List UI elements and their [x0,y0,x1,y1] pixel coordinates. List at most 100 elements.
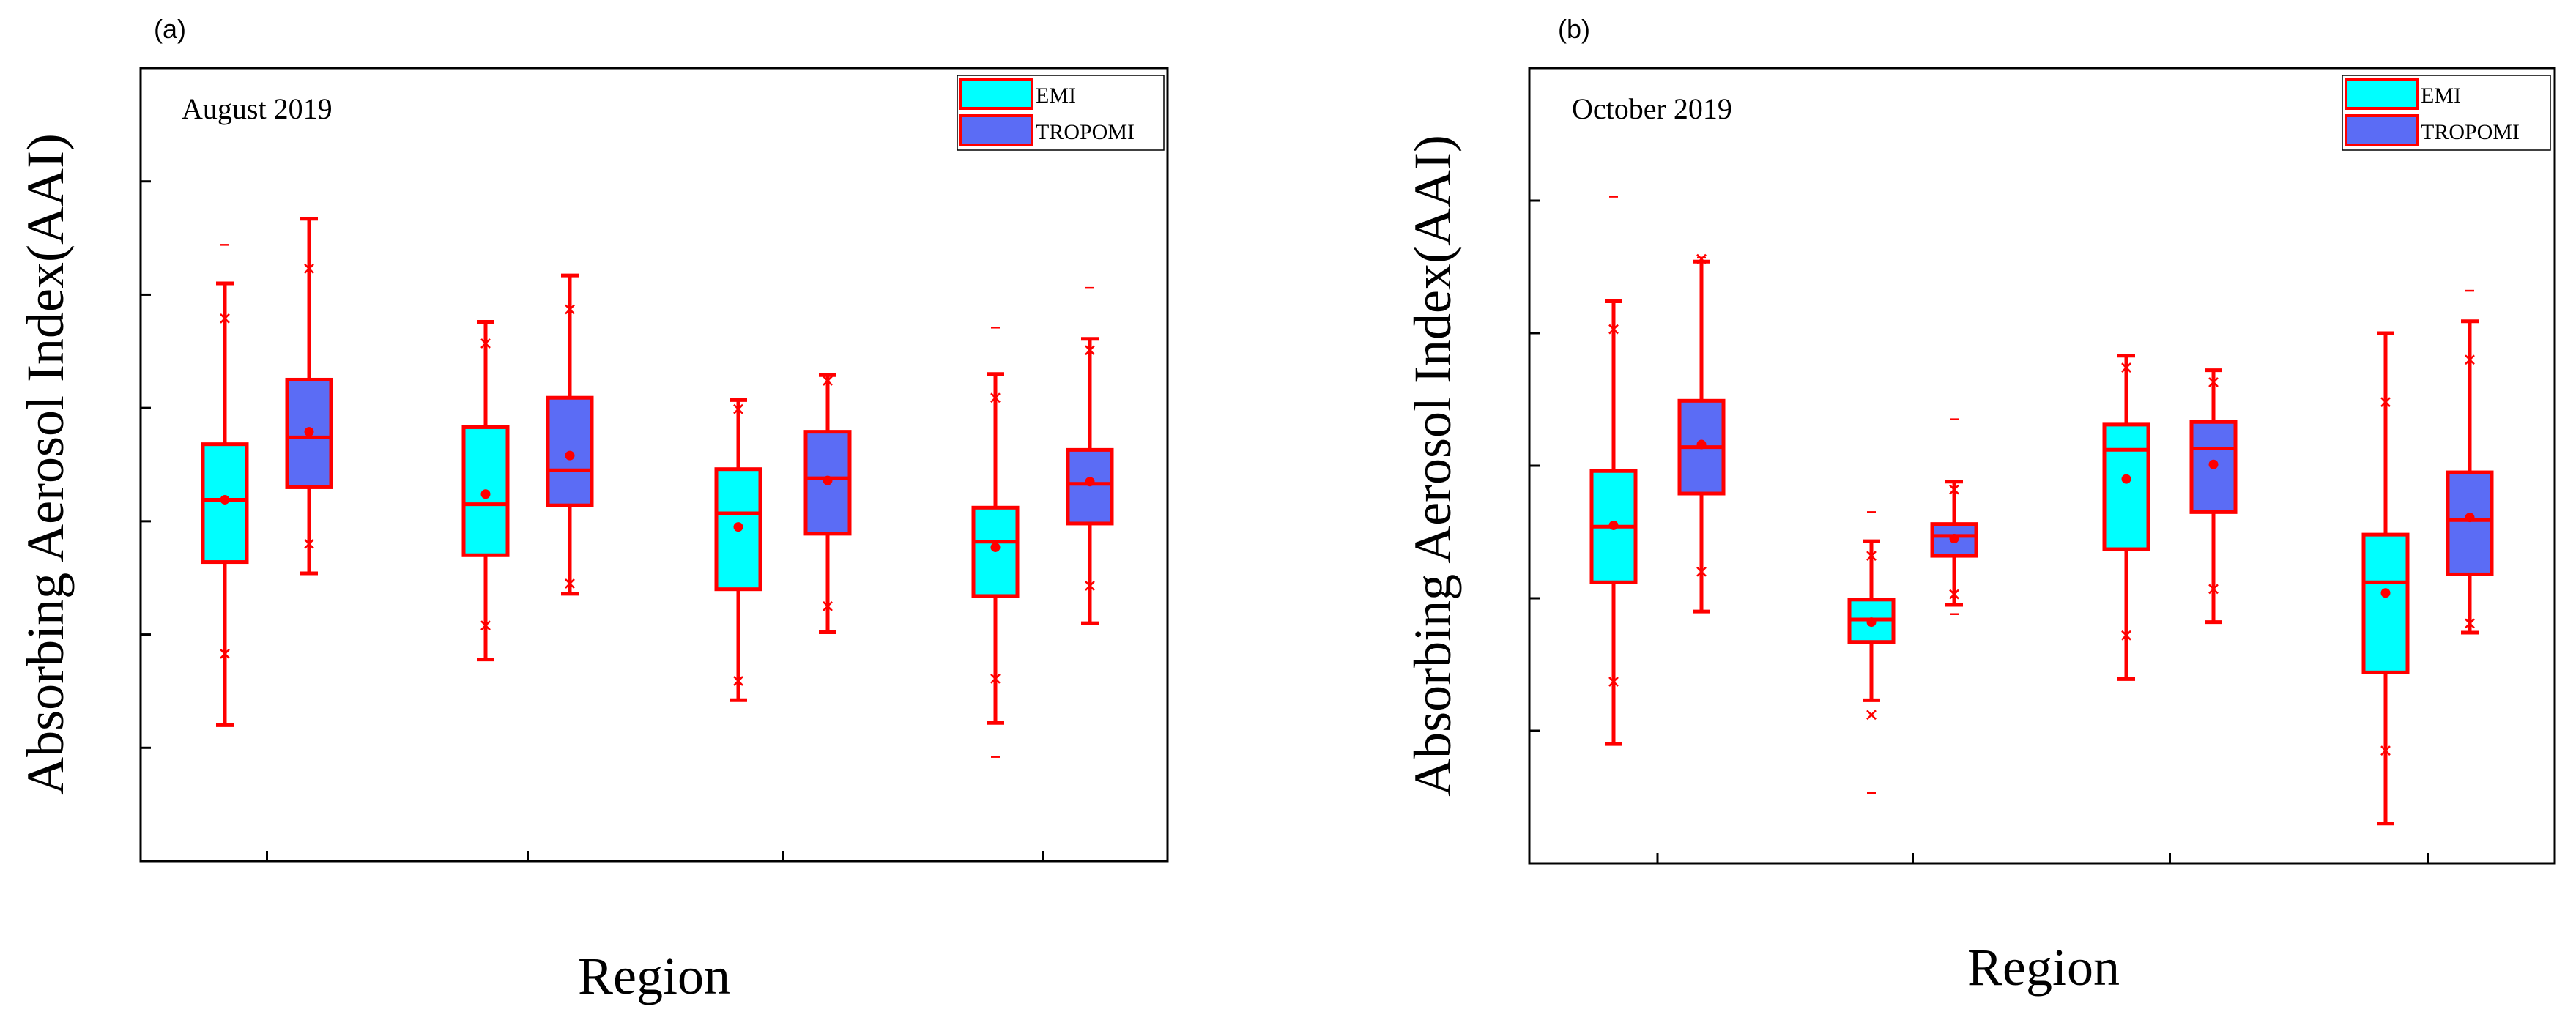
panel-b-legend-emi-label: EMI [2421,83,2461,108]
percentile-99-marker [304,263,314,274]
cross-stroke [304,538,314,549]
cross-stroke [990,674,1001,684]
cross-stroke [1696,566,1707,577]
cross-stroke [1608,677,1619,687]
mean-marker [2465,513,2475,523]
panel-b-legend-emi-swatch [2345,78,2419,110]
panel-a-tropomi-box-3 [1066,286,1114,625]
panel-a-xticks [266,851,1044,861]
panel-b-legend-tropomi-swatch [2345,114,2419,146]
cross-stroke [2465,618,2475,629]
mean-marker [1085,477,1095,487]
box-iqr [1066,447,1114,526]
mean-marker [480,489,491,499]
cross-stroke [480,620,491,631]
mean-marker [2121,474,2131,484]
percentile-99-marker [1949,484,1959,495]
panel-a-boxes [201,217,1114,758]
percentile-99-marker [990,392,1001,403]
percentile-1-marker [1866,710,1877,721]
box-iqr [2446,470,2494,576]
cross-stroke [990,392,1001,403]
cross-stroke [1866,551,1877,561]
panel-a-legend-emi-label: EMI [1036,83,1076,108]
percentile-99-marker [2208,377,2219,387]
percentile-1-marker [733,676,743,686]
percentile-1-marker [304,538,314,549]
panel-a-tropomi-box-1 [546,273,594,596]
percentile-1-marker [2465,618,2475,629]
cross-stroke [220,648,230,659]
panel-a-tropomi-box-0 [285,217,333,576]
percentile-99-marker [220,313,230,324]
box-iqr [2361,532,2410,674]
cross-stroke [823,601,833,611]
cross-stroke [220,313,230,324]
percentile-99-marker [2121,362,2131,373]
cross-stroke [1608,324,1619,335]
cross-stroke [1696,253,1707,264]
panel-b-boxes [1589,196,2494,826]
panel-a-ylabel: Absorbing Aerosol Index(AAI) [16,133,75,795]
mean-marker [1696,439,1707,450]
panel-b: (b) October 2019 Absorbing Aerosol Index… [1403,14,2556,997]
panel-a-emi-box-1 [461,320,510,662]
panel-b-emi-box-3 [2361,331,2410,826]
panel-a-legend-tropomi-label: TROPOMI [1036,120,1135,144]
panel-a-yticks [141,67,151,863]
cross-stroke [1949,589,1959,600]
panel-b-tropomi-box-1 [1930,418,1978,615]
cross-stroke [2121,362,2131,373]
cross-stroke [1949,484,1959,495]
percentile-99-marker [565,304,575,315]
percentile-99-marker [1085,345,1095,356]
cross-stroke [480,338,491,349]
panel-b-tropomi-box-3 [2446,289,2494,635]
panel-a-xlabel: Region [578,947,730,1005]
cross-stroke [2208,377,2219,387]
mean-marker [1866,617,1877,628]
panel-b-annotation: October 2019 [1572,92,1732,125]
panel-a-emi-box-2 [714,398,762,702]
panel-a-legend-tropomi-swatch [959,114,1033,146]
mean-marker [733,522,743,532]
panel-a-legend: EMI TROPOMI [957,75,1165,151]
cross-stroke [2121,630,2131,641]
percentile-99-marker [823,376,833,386]
panel-a-tropomi-box-2 [803,373,852,634]
percentile-1-marker [1608,677,1619,687]
cross-stroke [565,578,575,589]
panel-b-yticks [1529,67,1540,865]
percentile-1-marker [1949,589,1959,600]
mean-marker [1949,534,1959,544]
cross-stroke [2465,354,2475,365]
mean-marker [1608,520,1619,530]
panel-a-annotation: August 2019 [182,92,333,125]
cross-stroke [1085,345,1095,356]
cross-stroke [565,304,575,315]
percentile-99-marker [733,403,743,414]
percentile-1-marker [2121,630,2131,641]
percentile-1-marker [565,578,575,589]
percentile-1-marker [1696,566,1707,577]
panel-b-xlabel: Region [1967,938,2120,997]
mean-marker [304,427,314,437]
percentile-99-marker [1866,551,1877,561]
cross-stroke [2208,584,2219,595]
cross-stroke [2380,397,2391,408]
percentile-1-marker [220,648,230,659]
panel-b-legend: EMI TROPOMI [2342,75,2551,151]
percentile-1-marker [990,674,1001,684]
panel-b-emi-box-0 [1589,196,1638,746]
mean-marker [2380,588,2391,598]
percentile-1-marker [2380,745,2391,756]
panel-b-xticks [1656,853,2429,863]
mean-marker [823,475,833,485]
percentile-99-marker [2465,354,2475,365]
cross-stroke [823,376,833,386]
cross-stroke [733,676,743,686]
percentile-1-marker [823,601,833,611]
panel-b-emi-box-2 [2102,354,2150,681]
